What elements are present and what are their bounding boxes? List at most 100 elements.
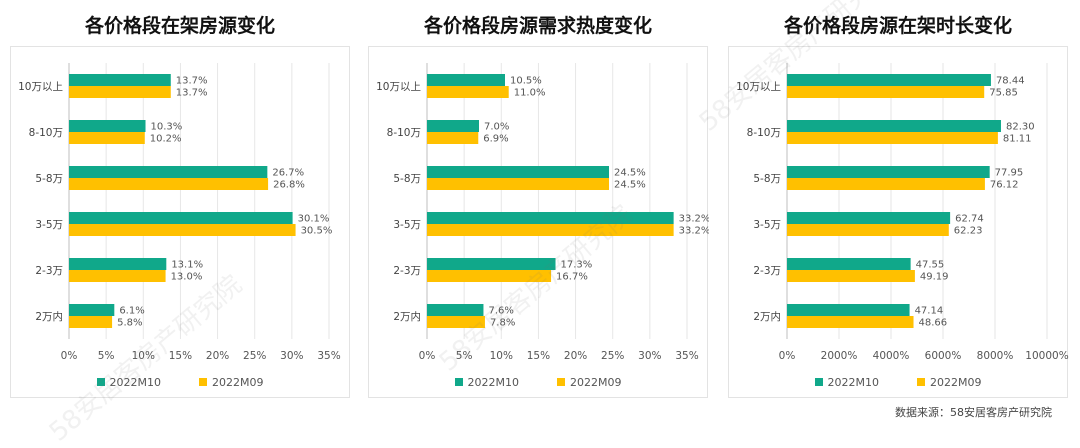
category-label: 8-10万 <box>747 127 781 139</box>
value-label-m09: 75.85 <box>989 88 1018 99</box>
bar-m10 <box>787 74 991 86</box>
value-label-m10: 47.14 <box>915 306 944 317</box>
category-label: 10万以上 <box>376 81 421 93</box>
x-tick-label: 0% <box>61 350 78 362</box>
x-tick-label: 35% <box>317 350 340 362</box>
x-tick-label: 2000% <box>821 350 858 362</box>
category-label: 8-10万 <box>29 127 63 139</box>
legend-label-m09: 2022M09 <box>212 375 264 389</box>
category-label: 8-10万 <box>387 127 421 139</box>
x-tick-label: 10% <box>132 350 155 362</box>
bar-m10 <box>69 120 146 132</box>
legend-swatch-m10 <box>96 378 105 386</box>
legend-label-m09: 2022M09 <box>930 375 982 389</box>
value-label-m10: 77.95 <box>995 168 1024 179</box>
bar-m09 <box>69 316 113 328</box>
category-label: 10万以上 <box>736 81 781 93</box>
chart-title-1: 各价格段在架房源变化 <box>84 15 275 37</box>
value-label-m10: 33.2% <box>679 214 709 225</box>
bar-m10 <box>787 304 910 316</box>
legend-item-m09: 2022M09 <box>917 376 981 389</box>
x-tick-label: 5% <box>456 350 473 362</box>
bar-m09 <box>69 86 171 98</box>
chart-svg-2: 0% 5% 10% 15% 20% 25% 30% 35% 10万以上 10.5%11.0% 8-1… <box>376 63 709 362</box>
x-tick-label: 15% <box>527 350 550 362</box>
bar-m10 <box>787 258 911 270</box>
value-label-m10: 10.3% <box>151 122 183 133</box>
bar-m09 <box>787 86 985 98</box>
bar-m10 <box>787 212 951 224</box>
legend-swatch-m09 <box>199 378 207 386</box>
category-label: 2-3万 <box>35 265 63 277</box>
bar-m09 <box>427 178 609 190</box>
legend-label-m09: 2022M09 <box>570 375 622 389</box>
x-tick-label: 15% <box>169 350 192 362</box>
data-source-note: 数据来源：58安居客房产研究院 <box>895 406 1052 419</box>
value-label-m10: 6.1% <box>119 306 144 317</box>
category-label: 5-8万 <box>753 173 781 185</box>
x-tick-label: 20% <box>206 350 229 362</box>
x-tick-label: 25% <box>243 350 266 362</box>
value-label-m09: 11.0% <box>514 88 546 99</box>
chart-title-2: 各价格段房源需求热度变化 <box>423 15 652 37</box>
legend-2: 2022M10 2022M09 <box>369 374 707 390</box>
x-tick-label: 10000% <box>1025 350 1068 362</box>
value-label-m09: 76.12 <box>990 180 1019 191</box>
x-tick-label: 0% <box>779 350 796 362</box>
value-label-m09: 49.19 <box>920 272 949 283</box>
x-tick-label: 30% <box>638 350 661 362</box>
category-label: 5-8万 <box>35 173 63 185</box>
value-label-m09: 13.0% <box>171 272 203 283</box>
value-label-m09: 48.66 <box>919 318 948 329</box>
bar-m09 <box>427 132 479 144</box>
value-label-m09: 7.8% <box>490 318 515 329</box>
bar-m10 <box>427 304 484 316</box>
x-tick-label: 10% <box>490 350 513 362</box>
legend-swatch-m10 <box>454 378 463 386</box>
bar-m10 <box>69 304 115 316</box>
chart-panel-2: 0% 5% 10% 15% 20% 25% 30% 35% 10万以上 10.5% 11.0% 8-1… <box>368 46 709 398</box>
value-label-m10: 7.6% <box>488 306 513 317</box>
chart-panel-1: 0% 5% 10% 15% 20% 25% 30% 35% 10万以上 13.7% 13.7% 8-1… <box>10 46 350 398</box>
x-tick-label: 0% <box>419 350 436 362</box>
value-label-m09: 33.2% <box>679 226 709 237</box>
x-tick-label: 5% <box>98 350 115 362</box>
value-label-m10: 24.5% <box>614 168 646 179</box>
bar-m10 <box>69 166 268 178</box>
value-label-m10: 62.74 <box>955 214 984 225</box>
category-label: 2万内 <box>393 310 421 323</box>
legend-item-m10: 2022M10 <box>96 376 161 389</box>
bar-m09 <box>787 316 914 328</box>
bar-m09 <box>787 132 998 144</box>
x-tick-label: 20% <box>564 350 587 362</box>
bar-m10 <box>427 120 479 132</box>
x-tick-label: 35% <box>675 350 698 362</box>
bar-m10 <box>69 212 293 224</box>
category-label: 2万内 <box>35 310 63 323</box>
category-label: 3-5万 <box>35 219 63 231</box>
legend-3: 2022M10 2022M09 <box>729 374 1067 390</box>
chart-panel-3: 0% 2000% 4000% 6000% 8000% 10000% 10万以上 78.44 75… <box>728 46 1069 398</box>
category-label: 2-3万 <box>753 265 781 277</box>
bar-m10 <box>69 258 167 270</box>
x-tick-label: 30% <box>280 350 303 362</box>
bar-m09 <box>69 270 166 282</box>
value-label-m09: 26.8% <box>273 180 305 191</box>
bar-m09 <box>787 224 949 236</box>
category-label: 3-5万 <box>753 219 781 231</box>
legend-swatch-m10 <box>814 378 823 386</box>
category-label: 3-5万 <box>393 219 421 231</box>
bar-m10 <box>787 120 1001 132</box>
legend-item-m09: 2022M09 <box>199 376 263 389</box>
legend-item-m10: 2022M10 <box>814 376 879 389</box>
value-label-m10: 17.3% <box>561 260 593 271</box>
bar-m09 <box>427 270 552 282</box>
chart-svg-3: 0% 2000% 4000% 6000% 8000% 10000% 10万以上 78.4475… <box>736 63 1069 362</box>
bar-m09 <box>427 224 674 236</box>
legend-item-m09: 2022M09 <box>557 376 621 389</box>
value-label-m09: 16.7% <box>556 272 588 283</box>
category-label: 5-8万 <box>393 173 421 185</box>
category-label: 2万内 <box>753 310 781 323</box>
bar-m10 <box>427 212 674 224</box>
value-label-m09: 81.11 <box>1003 134 1032 145</box>
